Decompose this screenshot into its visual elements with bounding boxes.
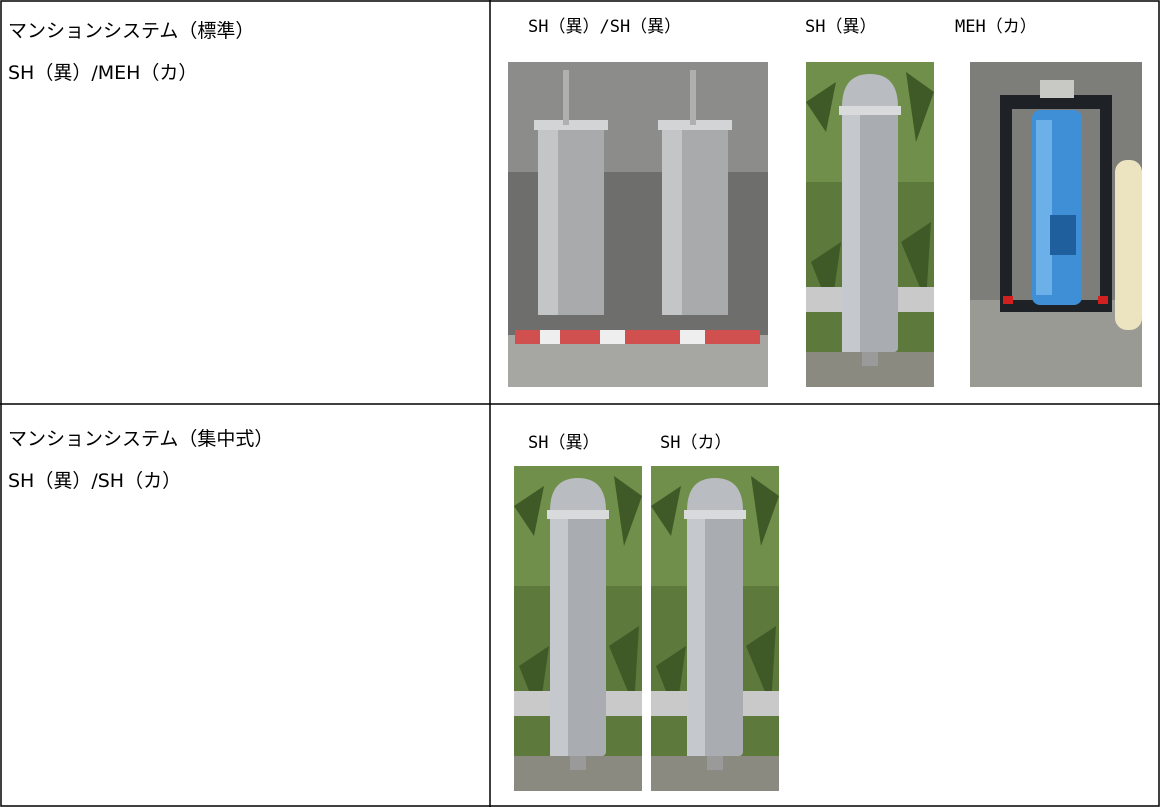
photo xyxy=(651,466,779,791)
row-label: マンションシステム（標準） xyxy=(8,20,255,42)
photo-caption: SH（カ） xyxy=(660,433,732,453)
row-sublabel: SH（異）/SH（カ） xyxy=(8,470,182,492)
row-sublabel: SH（異）/MEH（カ） xyxy=(8,62,198,84)
photo-caption: SH（異） xyxy=(528,433,600,453)
photo-caption: SH（異） xyxy=(805,17,877,37)
photo xyxy=(970,62,1142,387)
photo xyxy=(514,466,642,791)
photo-caption: MEH（カ） xyxy=(955,17,1037,37)
photo-caption: SH（異）/SH（異） xyxy=(528,17,682,37)
row-label: マンションシステム（集中式） xyxy=(8,428,274,450)
photo xyxy=(508,62,768,387)
photo xyxy=(806,62,934,387)
